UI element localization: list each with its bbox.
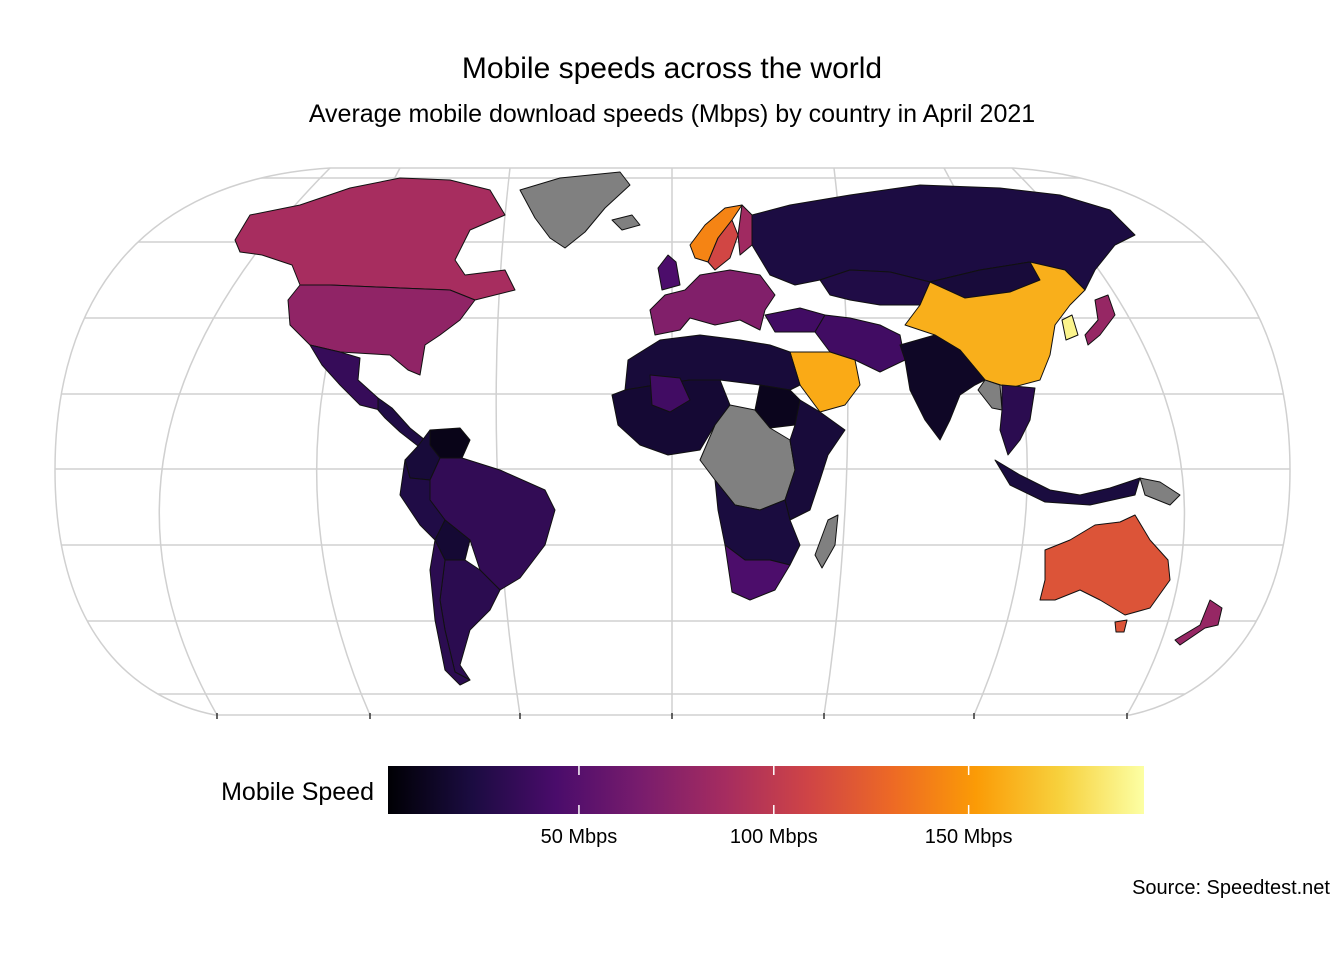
region-tasmania[interactable] [1114,619,1128,633]
region-greenland[interactable] [519,171,631,249]
legend-colorbar [388,766,1144,814]
region-chile[interactable] [429,539,471,686]
x-axis-ticks [216,713,1128,719]
legend-gradient [388,766,1144,814]
region-new-zealand[interactable] [1174,599,1223,646]
region-india[interactable] [899,334,986,441]
region-finland[interactable] [737,204,753,256]
region-canada[interactable] [234,177,516,301]
region-indonesia[interactable] [994,459,1141,506]
region-australia[interactable] [1039,514,1171,616]
region-uk[interactable] [657,254,681,291]
region-saudi-arabia[interactable] [789,351,861,413]
region-south-africa[interactable] [724,544,791,601]
legend-tick-label: 100 Mbps [729,826,818,848]
region-png[interactable] [1139,477,1181,506]
region-central-america[interactable] [377,397,426,447]
region-usa[interactable] [287,284,476,376]
region-southern-africa[interactable] [714,479,801,566]
map-subtitle: Average mobile download speeds (Mbps) by… [308,100,1036,128]
legend-title: Mobile Speed [221,778,374,806]
earth-outline [54,167,1291,716]
region-turkey[interactable] [764,307,826,333]
region-western-europe[interactable] [649,269,776,336]
region-iceland[interactable] [611,214,641,231]
source-caption: Source: Speedtest.net [1132,877,1330,899]
region-south-korea[interactable] [1061,314,1079,341]
region-mali[interactable] [649,374,691,413]
map-title: Mobile speeds across the world [461,52,883,85]
region-madagascar[interactable] [814,514,839,569]
region-southeast-asia[interactable] [999,384,1036,456]
legend-tick-label: 150 Mbps [924,826,1013,848]
region-myanmar[interactable] [977,379,1003,411]
region-mongolia[interactable] [929,261,1041,299]
legend-tick-label: 50 Mbps [540,826,618,848]
region-east-africa[interactable] [784,399,846,521]
region-russia[interactable] [751,184,1136,291]
region-japan[interactable] [1084,294,1116,346]
